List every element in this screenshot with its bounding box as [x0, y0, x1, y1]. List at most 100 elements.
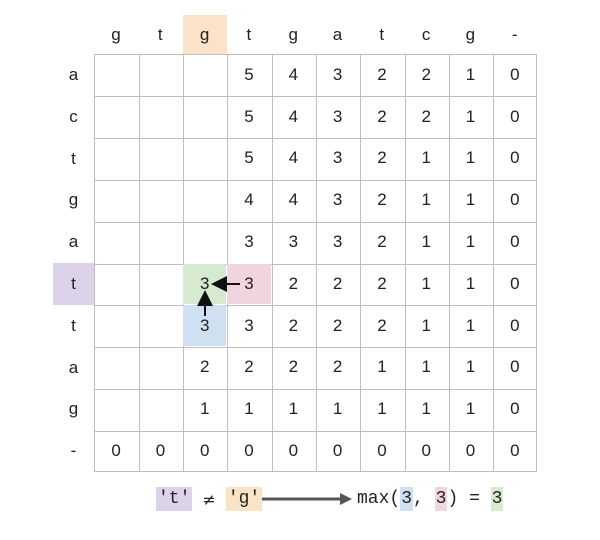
legend-arrow-icon — [262, 493, 352, 505]
matrix-cell: 1 — [288, 399, 299, 419]
matrix-cell: 4 — [288, 106, 299, 126]
matrix-cell: 3 — [332, 190, 343, 210]
matrix-cell: 1 — [465, 273, 476, 293]
matrix-cell: 3 — [332, 64, 343, 84]
matrix-cell: 0 — [111, 441, 121, 461]
matrix-cell: 1 — [465, 315, 476, 335]
matrix-cell: 1 — [421, 232, 431, 252]
matrix-cell: 1 — [244, 399, 254, 419]
matrix-cell: 2 — [377, 190, 387, 210]
matrix-cell: 3 — [332, 232, 343, 252]
column-header: - — [511, 25, 518, 44]
matrix-cell: 1 — [200, 399, 210, 419]
legend-result: 3 — [490, 487, 504, 511]
matrix-cell: 5 — [244, 148, 254, 168]
column-header: a — [332, 25, 343, 44]
matrix-cell: 1 — [332, 399, 343, 419]
matrix-cell: 2 — [421, 106, 431, 126]
matrix-cell: 2 — [377, 273, 387, 293]
legend-left-char: 't' — [156, 487, 193, 511]
matrix-cell: 1 — [421, 399, 431, 419]
row-header: a — [68, 232, 79, 252]
legend-max-close: ) — [447, 489, 459, 509]
matrix-cell: 0 — [510, 357, 520, 377]
legend-comma: , — [413, 489, 435, 509]
column-header: c — [421, 25, 431, 44]
matrix-cell: 1 — [421, 148, 431, 168]
column-header: t — [157, 25, 163, 44]
matrix-cell: 0 — [465, 441, 476, 461]
matrix-cell: 2 — [288, 315, 299, 335]
matrix-cell: 5 — [244, 64, 254, 84]
column-header: g — [111, 25, 121, 44]
matrix-cell: 0 — [510, 148, 520, 168]
matrix-cell: 0 — [510, 106, 520, 126]
legend-neq: ≠ — [202, 489, 216, 509]
matrix-cell: 2 — [377, 232, 387, 252]
matrix-cell: 2 — [377, 106, 387, 126]
matrix-cell: 1 — [465, 148, 476, 168]
matrix-cell: 0 — [510, 315, 520, 335]
matrix-cell: 3 — [244, 315, 254, 335]
matrix-cell: 0 — [244, 441, 254, 461]
matrix-cell: 2 — [377, 148, 387, 168]
matrix-cell: 0 — [332, 441, 343, 461]
matrix-cell: 2 — [200, 357, 210, 377]
matrix-cell: 1 — [465, 357, 476, 377]
matrix-cell: 2 — [288, 357, 299, 377]
matrix-cell: 0 — [421, 441, 431, 461]
matrix-cell: 2 — [244, 357, 254, 377]
matrix-cell: 2 — [332, 315, 343, 335]
matrix-cell: 0 — [510, 232, 520, 252]
matrix-cell: 2 — [332, 357, 343, 377]
matrix-cell: 3 — [183, 305, 227, 347]
matrix-cell: 0 — [510, 441, 520, 461]
matrix-cell: 0 — [288, 441, 299, 461]
row-header: a — [68, 357, 79, 377]
legend-max-b: 3 — [434, 487, 448, 511]
matrix-cell: 1 — [377, 399, 387, 419]
matrix-cell: 3 — [332, 106, 343, 126]
matrix-cell: 4 — [288, 190, 299, 210]
matrix-cell: 2 — [332, 273, 343, 293]
column-header: g — [288, 25, 298, 44]
row-header: t — [71, 148, 76, 168]
matrix-cell: 0 — [200, 441, 210, 461]
row-header: g — [68, 399, 79, 419]
matrix-cell: 1 — [465, 232, 476, 252]
matrix-cell: 1 — [465, 399, 476, 419]
legend-max-a: 3 — [400, 487, 414, 511]
matrix-cell: 2 — [377, 315, 387, 335]
matrix-cell: 1 — [421, 273, 431, 293]
legend-comparison: 't' ≠ 'g' — [156, 485, 263, 513]
matrix-cell: 3 — [288, 232, 299, 252]
matrix-cell: 0 — [510, 64, 520, 84]
column-header: t — [246, 25, 252, 44]
matrix-cell: 0 — [510, 190, 520, 210]
row-header: g — [68, 190, 79, 210]
matrix-cell: 3 — [244, 232, 254, 252]
matrix-cell: 0 — [510, 273, 520, 293]
row-header: c — [69, 106, 78, 126]
column-header: t — [379, 25, 385, 44]
column-header: g — [465, 25, 476, 44]
matrix-cell: 1 — [465, 64, 476, 84]
legend-right-char: 'g' — [225, 487, 263, 511]
row-header: a — [68, 65, 79, 84]
matrix-cell: 2 — [377, 64, 387, 84]
matrix-cell: 1 — [465, 106, 476, 126]
matrix-cell: 3 — [332, 148, 343, 168]
column-header: g — [182, 15, 227, 55]
matrix-cell: 1 — [377, 357, 387, 377]
legend-max-expression: max( 3 , 3 ) = 3 — [357, 485, 504, 513]
matrix-cell: 4 — [288, 64, 299, 84]
matrix-cell: 1 — [421, 315, 431, 335]
matrix-cell: 1 — [421, 190, 431, 210]
matrix-cell: 1 — [465, 190, 476, 210]
matrix-cell: 0 — [377, 441, 387, 461]
row-header: t — [71, 315, 76, 335]
row-header: t — [53, 263, 94, 305]
row-header: - — [70, 441, 77, 461]
matrix-cell: 4 — [288, 148, 299, 168]
